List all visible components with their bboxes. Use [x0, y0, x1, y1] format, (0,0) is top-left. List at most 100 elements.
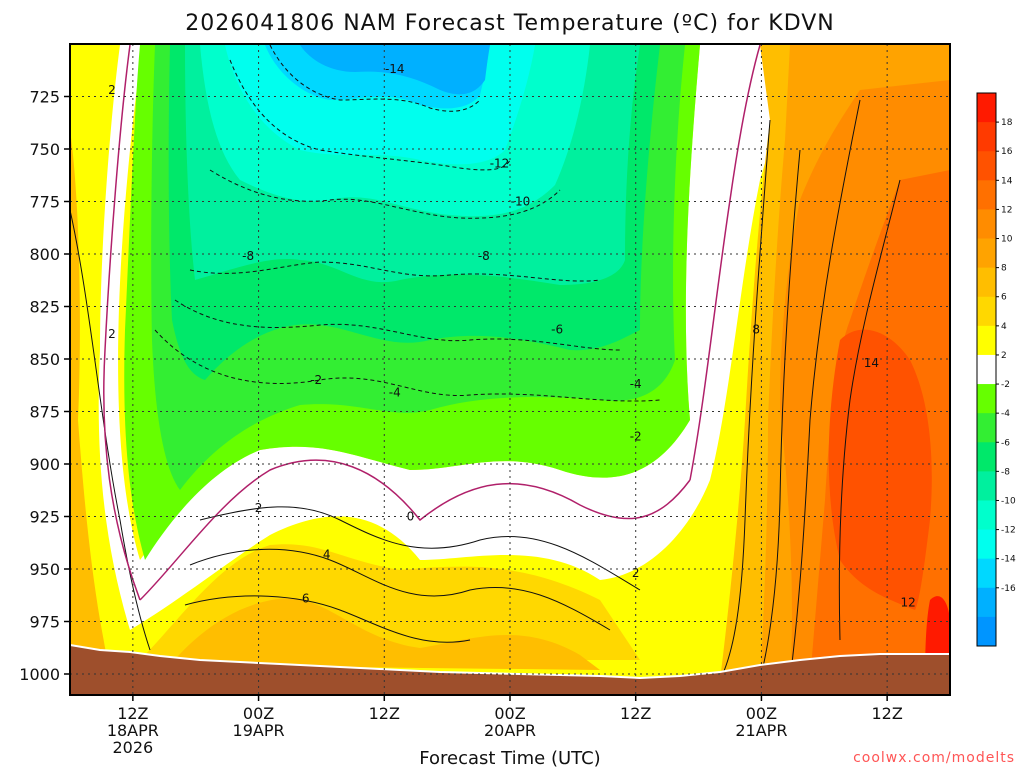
y-tick-label: 775	[29, 193, 60, 212]
colorbar-tick-label: 4	[1001, 322, 1007, 332]
colorbar-swatch	[977, 529, 996, 560]
colorbar-tick-label: 16	[1001, 147, 1013, 157]
region-warm-orange-left	[70, 130, 110, 675]
x-tick-label: 21APR	[735, 721, 787, 740]
isotherm-neg-10	[209, 169, 561, 219]
colorbar-tick-label: 12	[1001, 205, 1012, 215]
colorbar-swatch	[977, 616, 996, 647]
contour-label: -6	[551, 323, 563, 337]
colorbar-tick-label: 6	[1001, 293, 1007, 303]
colorbar-swatch	[977, 471, 996, 501]
x-tick-label: 20APR	[484, 721, 536, 740]
contour-label: -2	[630, 430, 642, 444]
isotherm-neg-4	[154, 329, 661, 402]
colorbar-swatch	[977, 384, 996, 414]
y-tick-label: 1000	[19, 665, 60, 684]
colorbar-swatch	[977, 267, 996, 298]
plot-area: 22-14-12-10-8-8-6-2-4-4-22046281412	[70, 44, 950, 695]
isotherm-solid-d	[184, 595, 471, 643]
isotherm-neg-12	[229, 59, 511, 171]
x-tick-label: 00Z	[494, 704, 525, 723]
x-tick-label: 12Z	[117, 704, 148, 723]
terrain	[70, 645, 950, 695]
isotherm-solid-g	[789, 99, 861, 681]
colorbar-tick-label: -12	[1001, 526, 1016, 536]
contour-label: 12	[900, 596, 915, 610]
contour-label: 0	[407, 510, 415, 524]
colorbar-tick-label: 10	[1001, 235, 1013, 245]
contour-label: -4	[389, 386, 401, 400]
colorbar-swatch	[977, 151, 996, 181]
isotherm-lines	[70, 99, 901, 681]
contour-label: 2	[108, 327, 116, 341]
contour-label: 2	[108, 83, 116, 97]
chart-title: 2026041806 NAM Forecast Temperature (ºC)…	[185, 11, 835, 36]
isotherm-solid-h	[838, 179, 901, 641]
isotherm-neg-14	[269, 44, 481, 112]
y-tick-label: 750	[29, 140, 60, 159]
contour-label: -12	[490, 157, 510, 171]
colorbar-swatch	[977, 587, 996, 618]
contour-label: 4	[323, 547, 331, 561]
y-tick-label: 975	[29, 613, 60, 632]
terrain-white-edge	[70, 644, 950, 680]
x-axis-label: Forecast Time (UTC)	[419, 748, 600, 768]
colorbar-swatch	[977, 558, 996, 589]
isotherm-neg-8	[189, 261, 601, 282]
colorbar-swatch	[977, 209, 996, 240]
colorbar-swatch	[977, 238, 996, 269]
y-tick-label: 825	[29, 298, 60, 317]
colorbar-tick-label: -2	[1001, 380, 1010, 390]
isotherm-solid-a	[70, 209, 151, 651]
contour-label: -8	[478, 249, 490, 263]
isotherm-solid-b	[199, 506, 641, 591]
x-tick-label: 18APR	[107, 721, 159, 740]
colorbar-swatch	[977, 442, 996, 472]
colorbar-tick-label: 2	[1001, 351, 1007, 361]
y-axis: 725 750 775 800 825 850 875 900 925 950 975 1000	[19, 88, 70, 684]
x-tick-label: 12Z	[369, 704, 400, 723]
region-warm-right-16	[828, 329, 932, 610]
credit-text: coolwx.com/modelts	[853, 750, 1015, 766]
colorbar-tick-label: -14	[1001, 555, 1016, 565]
contour-label: 6	[302, 591, 310, 605]
contour-label: -14	[385, 62, 405, 76]
y-tick-label: 800	[29, 245, 60, 264]
colorbar-swatch	[977, 93, 996, 123]
x-tick-label: 00Z	[243, 704, 274, 723]
colorbar-swatch	[977, 413, 996, 443]
region-white-band	[70, 45, 840, 630]
contour-label: -2	[310, 373, 322, 387]
contour-label: -8	[242, 249, 254, 263]
colorbar-tick-label: -4	[1001, 409, 1010, 419]
colorbar-swatch	[977, 354, 996, 385]
x-tick-label: 12Z	[871, 704, 902, 723]
isotherm-solid-f	[759, 149, 801, 681]
contour-label: 8	[752, 323, 760, 337]
contour-label: -4	[630, 377, 642, 391]
colorbar-tick-label: 18	[1001, 118, 1013, 128]
zero-line-right	[689, 44, 761, 481]
colorbar-tick-label: -8	[1001, 467, 1010, 477]
colorbar-tick-label: -6	[1001, 438, 1010, 448]
y-tick-label: 875	[29, 403, 60, 422]
isotherm-solid-c	[189, 548, 611, 631]
colorbar-tick-label: 14	[1001, 176, 1013, 186]
colorbar-swatch	[977, 500, 996, 531]
x-tick-label: 19APR	[233, 721, 285, 740]
x-tick-label: 12Z	[620, 704, 651, 723]
contour-label: 14	[864, 356, 879, 370]
colorbar-swatch	[977, 122, 996, 152]
colorbar-tick-label: -16	[1001, 584, 1016, 594]
colorbar-frame	[976, 92, 997, 647]
y-tick-label: 850	[29, 350, 60, 369]
contour-label: 2	[255, 501, 263, 515]
x-tick-label: 2026	[112, 738, 153, 757]
colorbar-swatch	[977, 180, 996, 210]
colorbar-swatch	[977, 325, 996, 356]
region-blue-16	[300, 45, 490, 95]
colorbar-tick-label: -10	[1001, 496, 1016, 506]
y-tick-label: 925	[29, 508, 60, 527]
